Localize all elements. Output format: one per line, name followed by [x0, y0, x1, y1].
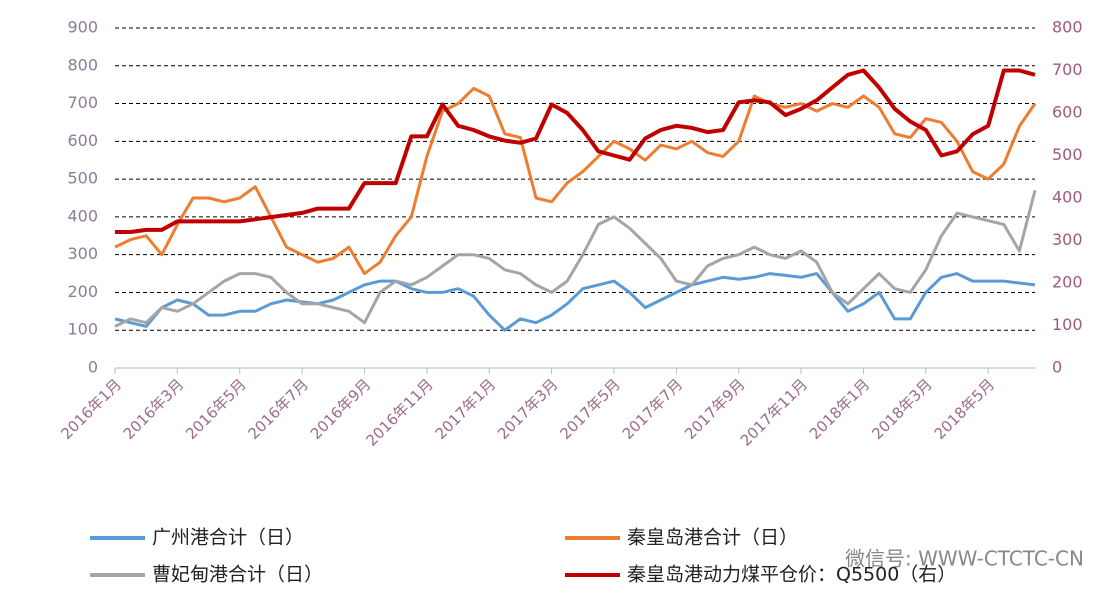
y2-tick-label: 700 — [1052, 60, 1083, 79]
series-line — [114, 272, 1036, 332]
y-tick-label: 100 — [67, 320, 98, 339]
y-tick-label: 300 — [67, 244, 98, 263]
x-tick-label: 2017年1月 — [432, 375, 500, 443]
x-tick-label: 2016年5月 — [182, 375, 250, 443]
legend-label: 曹妃甸港合计（日） — [152, 564, 323, 586]
y-tick-label: 200 — [67, 282, 98, 301]
y2-tick-label: 400 — [1052, 188, 1083, 207]
x-tick-label: 2016年7月 — [244, 375, 312, 443]
y-tick-label: 800 — [67, 55, 98, 74]
y-tick-label: 400 — [67, 206, 98, 225]
y-tick-label: 500 — [67, 169, 98, 188]
y2-tick-label: 800 — [1052, 18, 1083, 37]
y-tick-label: 900 — [67, 18, 98, 37]
y-tick-label: 0 — [88, 358, 98, 377]
legend-label: 秦皇岛港动力煤平仓价：Q5500（右） — [627, 564, 956, 586]
x-tick-label: 2018年3月 — [868, 375, 936, 443]
x-tick-label: 2016年9月 — [307, 375, 375, 443]
y2-tick-label: 200 — [1052, 273, 1083, 292]
legend-label: 广州港合计（日） — [152, 527, 304, 549]
x-tick-label: 2017年11月 — [737, 375, 811, 449]
x-tick-label: 2016年11月 — [362, 375, 436, 449]
x-tick-label: 2016年3月 — [120, 375, 188, 443]
series-line — [114, 190, 1037, 328]
y-tick-label: 700 — [67, 93, 98, 112]
y2-tick-label: 0 — [1052, 358, 1062, 377]
x-tick-label: 2018年1月 — [806, 375, 874, 443]
x-tick-label: 2017年5月 — [556, 375, 624, 443]
series-line — [114, 86, 1037, 276]
x-tick-label: 2017年7月 — [619, 375, 687, 443]
x-tick-label: 2016年1月 — [57, 375, 125, 443]
y2-tick-label: 500 — [1052, 145, 1083, 164]
series-line — [115, 68, 1036, 234]
x-tick-label: 2018年5月 — [931, 375, 999, 443]
y2-tick-label: 600 — [1052, 103, 1083, 122]
watermark: 微信号: WWW-CTCTC-CN — [845, 547, 1084, 571]
legend-label: 秦皇岛港合计（日） — [627, 527, 798, 549]
y2-tick-label: 100 — [1052, 315, 1083, 334]
y2-tick-label: 300 — [1052, 230, 1083, 249]
x-tick-label: 2017年3月 — [494, 375, 562, 443]
x-tick-label: 2017年9月 — [681, 375, 749, 443]
y-tick-label: 600 — [67, 131, 98, 150]
